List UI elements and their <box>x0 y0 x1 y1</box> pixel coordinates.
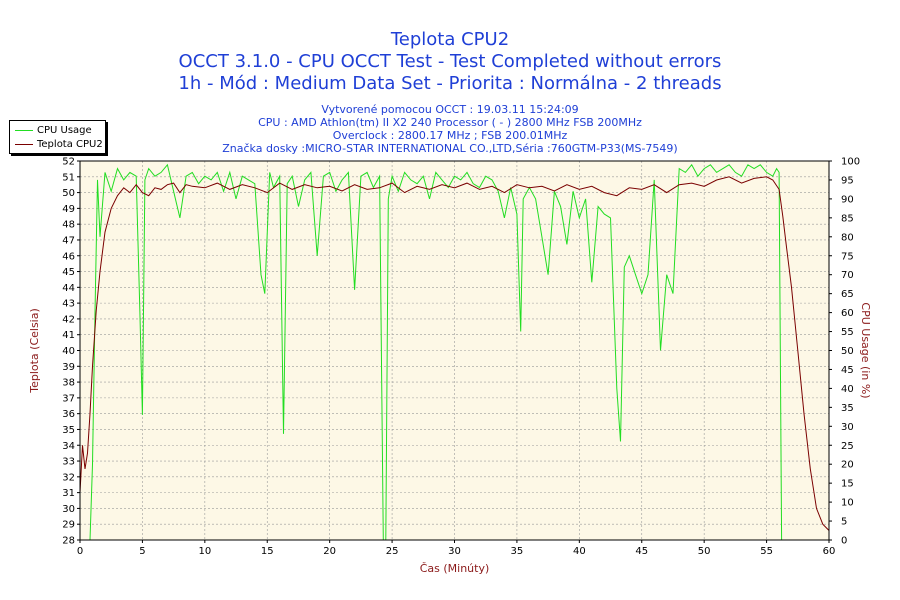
series-line-teplota <box>79 176 830 531</box>
series-layer <box>79 163 830 541</box>
legend: CPU Usage Teplota CPU2 <box>9 120 106 154</box>
y-right-tick-label: 90 <box>841 194 854 205</box>
x-tick-label: 5 <box>139 546 145 557</box>
x-axis-label: Čas (Minúty) <box>420 562 490 575</box>
y-left-tick-label: 51 <box>62 172 75 183</box>
y-right-tick-label: 35 <box>841 403 854 414</box>
y-left-tick-label: 42 <box>62 314 75 325</box>
y-left-tick-label: 41 <box>62 330 75 341</box>
x-tick-label: 0 <box>77 546 83 557</box>
x-tick-label: 55 <box>760 546 773 557</box>
y-left-tick-label: 29 <box>62 520 75 531</box>
x-tick-label: 40 <box>573 546 586 557</box>
x-tick-label: 20 <box>323 546 336 557</box>
y-left-tick-label: 39 <box>62 362 75 373</box>
y-right-tick-label: 50 <box>841 346 854 357</box>
y-left-tick-label: 47 <box>62 235 75 246</box>
y-left-tick-label: 46 <box>62 251 75 262</box>
y-left-tick-label: 50 <box>62 188 75 199</box>
y-left-tick-label: 49 <box>62 204 75 215</box>
info-overclock: Overclock : 2800.17 MHz ; FSB 200.01MHz <box>332 129 568 142</box>
y-left-tick-label: 40 <box>62 346 75 357</box>
legend-label-teplota: Teplota CPU2 <box>37 138 103 150</box>
y-right-tick-label: 15 <box>841 479 854 490</box>
y-left-axis-label: Teplota (Celsia) <box>28 308 41 394</box>
y-left-tick-label: 34 <box>62 441 75 452</box>
y-right-tick-label: 100 <box>841 157 860 168</box>
y-left-tick-label: 43 <box>62 299 75 310</box>
y-right-tick-label: 95 <box>841 175 854 186</box>
x-tick-label: 30 <box>448 546 461 557</box>
y-left-tick-label: 52 <box>62 157 75 168</box>
y-right-tick-label: 10 <box>841 498 854 509</box>
y-left-tick-label: 32 <box>62 472 75 483</box>
y-right-tick-label: 30 <box>841 422 854 433</box>
y-right-axis-label: CPU Usage (in %) <box>859 302 872 398</box>
x-tick-label: 25 <box>386 546 399 557</box>
y-right-tick-label: 85 <box>841 213 854 224</box>
info-motherboard: Značka dosky :MICRO-STAR INTERNATIONAL C… <box>222 142 678 155</box>
info-created: Vytvorené pomocou OCCT : 19.03.11 15:24:… <box>321 103 579 116</box>
y-left-tick-label: 44 <box>62 283 75 294</box>
y-left-tick-label: 38 <box>62 378 75 389</box>
y-right-tick-label: 20 <box>841 460 854 471</box>
y-right-tick-label: 60 <box>841 308 854 319</box>
y-right-tick-label: 0 <box>841 536 847 547</box>
y-right-tick-label: 40 <box>841 384 854 395</box>
legend-item-cpu-usage: CPU Usage <box>15 124 92 136</box>
axes: 0 5 10 15 20 25 30 35 40 45 50 55 602829303132333435… <box>28 157 872 576</box>
info-cpu: CPU : AMD Athlon(tm) II X2 240 Processor… <box>258 116 642 129</box>
legend-swatch-cpu-usage <box>15 129 33 131</box>
legend-item-teplota: Teplota CPU2 <box>15 138 103 150</box>
y-left-tick-label: 35 <box>62 425 75 436</box>
x-tick-label: 35 <box>511 546 524 557</box>
y-left-tick-label: 37 <box>62 393 75 404</box>
y-left-tick-label: 33 <box>62 457 75 468</box>
y-right-tick-label: 65 <box>841 289 854 300</box>
chart-title: Teplota CPU2 <box>390 29 510 50</box>
y-right-tick-label: 45 <box>841 365 854 376</box>
x-tick-label: 10 <box>198 546 211 557</box>
y-right-tick-label: 5 <box>841 517 847 528</box>
y-left-tick-label: 30 <box>62 504 75 515</box>
y-right-tick-label: 55 <box>841 327 854 338</box>
y-right-tick-label: 75 <box>841 251 854 262</box>
legend-swatch-teplota <box>15 143 33 145</box>
y-right-tick-label: 25 <box>841 441 854 452</box>
chart-subtitle-mode: 1h - Mód : Medium Data Set - Priorita : … <box>178 73 722 94</box>
x-tick-label: 45 <box>635 546 648 557</box>
y-left-tick-label: 28 <box>62 536 75 547</box>
series-line-cpu-usage <box>89 163 783 541</box>
x-tick-label: 15 <box>261 546 274 557</box>
x-tick-label: 50 <box>698 546 711 557</box>
y-left-tick-label: 48 <box>62 220 75 231</box>
y-right-tick-label: 70 <box>841 270 854 281</box>
y-left-tick-label: 45 <box>62 267 75 278</box>
y-left-tick-label: 31 <box>62 488 75 499</box>
y-left-tick-label: 36 <box>62 409 75 420</box>
legend-label-cpu-usage: CPU Usage <box>37 124 92 136</box>
x-tick-label: 60 <box>823 546 836 557</box>
chart-subtitle-test: OCCT 3.1.0 - CPU OCCT Test - Test Comple… <box>178 51 722 72</box>
y-right-tick-label: 80 <box>841 232 854 243</box>
